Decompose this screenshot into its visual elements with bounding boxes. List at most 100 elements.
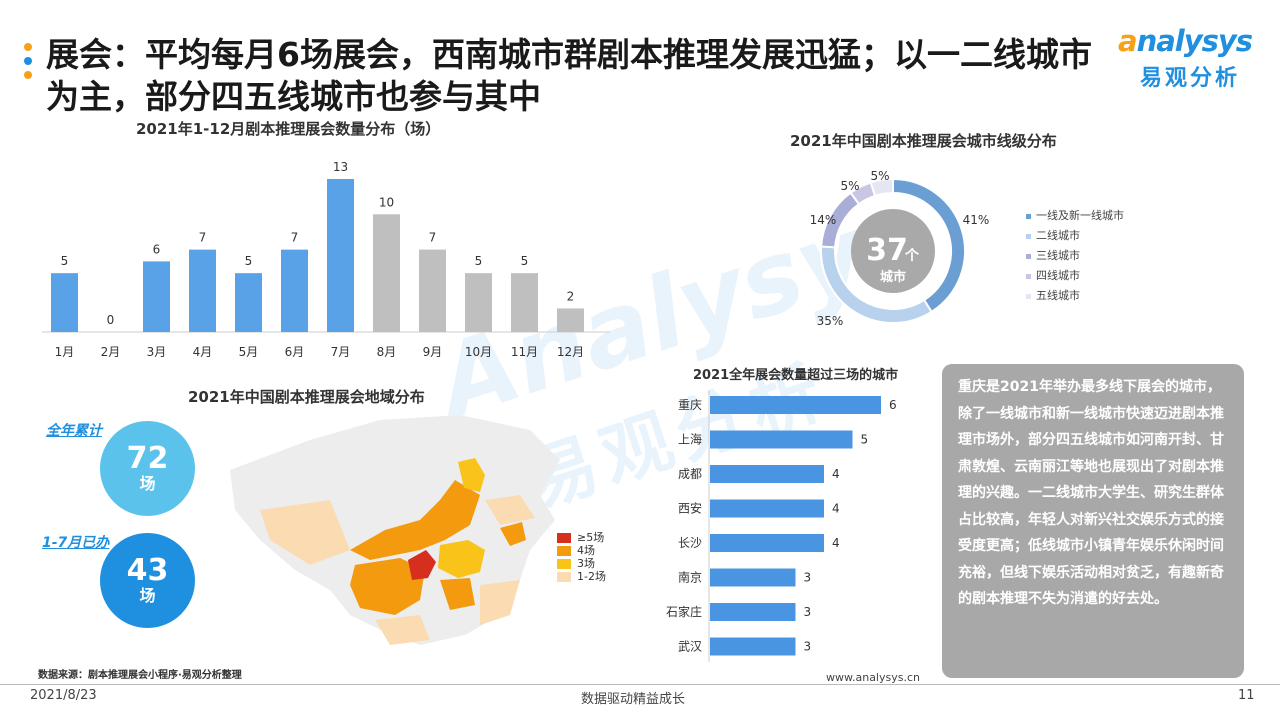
monthly-tick-label: 4月 <box>193 345 213 359</box>
legend-swatch <box>1026 213 1031 219</box>
title-bullets <box>24 43 32 85</box>
monthly-bar-value: 5 <box>61 254 69 268</box>
map-region-3 <box>458 458 485 492</box>
tier-legend-item: 三线城市 <box>1026 246 1124 266</box>
legend-label: 一线及新一线城市 <box>1036 209 1124 222</box>
monthly-bar-value: 0 <box>107 313 115 327</box>
donut-slice-label: 41% <box>963 213 990 227</box>
monthly-tick-label: 5月 <box>239 345 259 359</box>
monthly-bar-value: 6 <box>153 242 161 256</box>
city-label: 西安 <box>678 501 702 516</box>
city-bar-value: 4 <box>832 467 840 481</box>
region-chart-title: 2021年中国剧本推理展会地域分布 <box>188 388 425 406</box>
donut-center-number: 37 <box>866 233 908 268</box>
map-region-12 <box>260 500 350 565</box>
legend-swatch <box>557 572 571 582</box>
footer-divider <box>0 684 1280 685</box>
map-region-5plus <box>408 550 436 580</box>
donut-slice-label: 35% <box>817 314 844 328</box>
city-bar <box>710 603 796 621</box>
map-region-12b <box>485 495 535 525</box>
monthly-bar-value: 7 <box>291 231 299 245</box>
map-region-4d <box>440 578 475 610</box>
monthly-bar-value: 5 <box>245 254 253 268</box>
monthly-tick-label: 7月 <box>331 345 351 359</box>
city-bar-value: 4 <box>832 536 840 550</box>
monthly-bar-value: 10 <box>379 195 394 209</box>
city-label: 长沙 <box>678 536 702 550</box>
donut-slice-label: 5% <box>840 179 859 193</box>
map-legend-item: 4场 <box>557 544 606 557</box>
monthly-tick-label: 8月 <box>377 345 397 359</box>
data-source: 数据来源：剧本推理展会小程序·易观分析整理 <box>38 670 242 681</box>
donut-center <box>851 209 935 293</box>
ytd-unit: 场 <box>139 586 156 605</box>
monthly-tick-label: 2月 <box>101 345 121 359</box>
legend-swatch <box>1026 293 1031 299</box>
city-bar-value: 3 <box>804 571 812 585</box>
legend-swatch <box>1026 273 1031 279</box>
monthly-bar <box>557 308 584 332</box>
legend-label: 三线城市 <box>1036 249 1080 262</box>
legend-label: 四线城市 <box>1036 269 1080 282</box>
monthly-tick-label: 11月 <box>511 345 538 359</box>
legend-label: 4场 <box>577 544 595 557</box>
website: www.analysys.cn <box>826 671 920 684</box>
city-bar <box>710 465 824 483</box>
legend-swatch <box>557 546 571 556</box>
city-label: 重庆 <box>678 398 702 412</box>
monthly-tick-label: 1月 <box>55 345 75 359</box>
tier-legend-item: 一线及新一线城市 <box>1026 206 1124 226</box>
footer-date: 2021/8/23 <box>30 688 97 703</box>
monthly-chart-title: 2021年1-12月剧本推理展会数量分布（场） <box>136 120 441 138</box>
ytd-label: 1-7月已办 <box>42 535 110 551</box>
donut-center-label: 城市 <box>880 269 906 285</box>
monthly-bar <box>373 214 400 332</box>
monthly-bar-chart: 5 1月 0 2月 6 3月 7 4月 5 5月 7 6月 13 7月 10 8月 7 9月 5 10月 5 11月 2 12… <box>42 160 610 359</box>
monthly-tick-label: 10月 <box>465 345 492 359</box>
legend-label: 二线城市 <box>1036 229 1080 242</box>
ytd-value: 43 <box>126 553 169 588</box>
map-legend-item: 1-2场 <box>557 570 606 583</box>
legend-swatch <box>557 533 571 543</box>
legend-label: ≥5场 <box>577 531 605 544</box>
map-region-3b <box>438 540 485 578</box>
monthly-bar <box>281 249 308 332</box>
legend-swatch <box>1026 233 1031 239</box>
monthly-bar-value: 7 <box>199 231 207 245</box>
china-map <box>230 415 560 645</box>
map-legend: ≥5场 4场 3场 1-2场 <box>557 531 606 583</box>
map-region-4c <box>500 522 526 546</box>
monthly-bar <box>143 261 170 332</box>
monthly-bar-value: 2 <box>567 289 575 303</box>
description-box: 重庆是2021年举办最多线下展会的城市，除了一线城市和新一线城市快速迈进剧本推理… <box>942 364 1244 678</box>
tier-legend-item: 五线城市 <box>1026 286 1124 306</box>
city-bar <box>710 499 824 518</box>
city-bar <box>710 430 853 449</box>
tier-legend-item: 四线城市 <box>1026 266 1124 286</box>
page-title: 展会：平均每月6场展会，西南城市群剧本推理发展迅猛；以一二线城市为主，部分四五线… <box>46 35 1092 116</box>
map-region-4b <box>350 558 425 615</box>
map-legend-item: ≥5场 <box>557 531 606 544</box>
legend-swatch <box>557 559 571 569</box>
legend-label: 五线城市 <box>1036 289 1080 302</box>
total-value: 72 <box>126 441 169 476</box>
total-circle: 72 场 <box>100 421 195 516</box>
monthly-bar <box>235 273 262 332</box>
city-bar-value: 3 <box>804 640 812 654</box>
map-region-12d <box>375 615 430 645</box>
donut-slice-label: 5% <box>870 169 889 183</box>
city-bar <box>710 534 824 552</box>
city-bar <box>710 637 796 656</box>
map-legend-item: 3场 <box>557 557 606 570</box>
total-unit: 场 <box>139 474 156 493</box>
monthly-tick-label: 12月 <box>557 345 584 359</box>
city-bar-value: 4 <box>832 502 840 516</box>
tier-donut-chart: 41% 35% 14% 5% 5% 37 个 城市 <box>810 169 990 328</box>
page-number: 11 <box>1238 688 1255 703</box>
city-bar-chart: 重庆 6 上海 5 成都 4 西安 4 长沙 4 南京 3 石家庄 3 武汉 3 <box>666 390 897 662</box>
city-label: 上海 <box>678 432 702 447</box>
city-label: 成都 <box>678 467 702 481</box>
city-bar-value: 6 <box>889 398 897 412</box>
city-label: 武汉 <box>678 640 702 654</box>
